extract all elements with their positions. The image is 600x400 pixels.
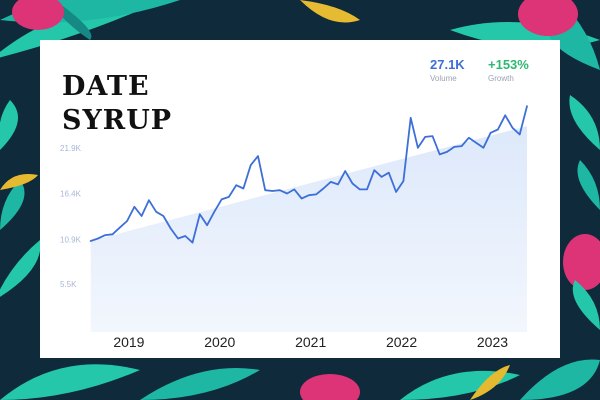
data-point	[191, 242, 194, 244]
growth-label: Growth	[488, 74, 514, 83]
x-tick-label: 2023	[477, 334, 508, 350]
data-point	[242, 187, 245, 190]
data-point	[141, 215, 143, 217]
data-point	[359, 188, 361, 190]
data-point	[235, 184, 237, 186]
data-point	[126, 220, 128, 222]
y-tick-label: 10.9K	[60, 235, 82, 244]
data-point	[228, 196, 230, 198]
data-point	[184, 235, 186, 237]
x-tick-label: 2020	[204, 334, 235, 350]
data-point	[286, 192, 288, 195]
data-point	[300, 197, 303, 200]
data-point	[97, 237, 99, 240]
data-point	[439, 153, 441, 156]
title-line-2: SYRUP	[62, 105, 173, 136]
x-tick-label: 2021	[295, 334, 326, 350]
data-point	[417, 147, 419, 149]
data-point	[177, 237, 179, 240]
y-tick-label: 16.4K	[60, 190, 82, 199]
growth-value: +153%	[488, 57, 529, 72]
data-point	[133, 206, 135, 208]
data-point	[213, 211, 215, 213]
data-point	[431, 135, 434, 137]
growth-stat: +153% Growth	[488, 57, 529, 85]
line-chart: 5.5K 10.9K 16.4K 21.9K 2019 2020 2021 2022 2023	[60, 105, 528, 350]
title-line-1: DATE	[62, 71, 150, 102]
data-point	[221, 198, 223, 200]
data-point	[257, 155, 259, 157]
data-point	[170, 227, 172, 230]
data-point	[322, 187, 325, 190]
data-point	[460, 145, 463, 147]
data-point	[206, 224, 208, 226]
data-point	[468, 137, 470, 139]
y-tick-label: 5.5K	[60, 280, 77, 289]
data-point	[388, 172, 390, 174]
volume-stat: 27.1K Volume	[430, 57, 465, 85]
data-point	[308, 194, 310, 196]
x-tick-label: 2019	[113, 334, 144, 350]
data-point	[199, 213, 201, 215]
data-point	[264, 189, 266, 191]
data-point	[337, 183, 339, 185]
data-point	[446, 151, 448, 153]
data-point	[315, 193, 317, 195]
data-point	[111, 233, 114, 235]
data-point	[511, 127, 514, 129]
data-point	[279, 189, 281, 191]
data-point	[490, 132, 492, 134]
x-tick-label: 2022	[386, 334, 417, 350]
data-point	[424, 136, 426, 138]
data-point	[410, 117, 412, 119]
data-point	[90, 240, 92, 242]
area-fill	[90, 126, 528, 333]
data-point	[293, 188, 295, 190]
data-point	[344, 170, 346, 172]
page-title: DATE SYRUP	[62, 70, 172, 138]
data-point	[482, 147, 484, 149]
y-tick-label: 21.9K	[60, 144, 82, 153]
data-point	[453, 146, 455, 148]
volume-label: Volume	[430, 74, 457, 83]
data-point	[380, 176, 383, 178]
data-point	[104, 234, 106, 236]
data-point	[250, 164, 252, 166]
data-point	[497, 128, 499, 131]
data-point	[504, 114, 506, 116]
data-point	[155, 211, 157, 213]
data-point	[271, 190, 274, 192]
data-point	[402, 180, 404, 182]
data-point	[366, 188, 368, 190]
data-point	[526, 105, 528, 107]
data-point	[475, 142, 477, 144]
data-point	[373, 169, 375, 171]
data-point	[351, 182, 354, 185]
data-point	[148, 199, 150, 201]
data-point	[395, 191, 397, 193]
data-point	[119, 227, 121, 229]
volume-value: 27.1K	[430, 57, 465, 72]
data-point	[330, 181, 332, 183]
data-point	[519, 133, 521, 136]
data-point	[162, 215, 165, 217]
